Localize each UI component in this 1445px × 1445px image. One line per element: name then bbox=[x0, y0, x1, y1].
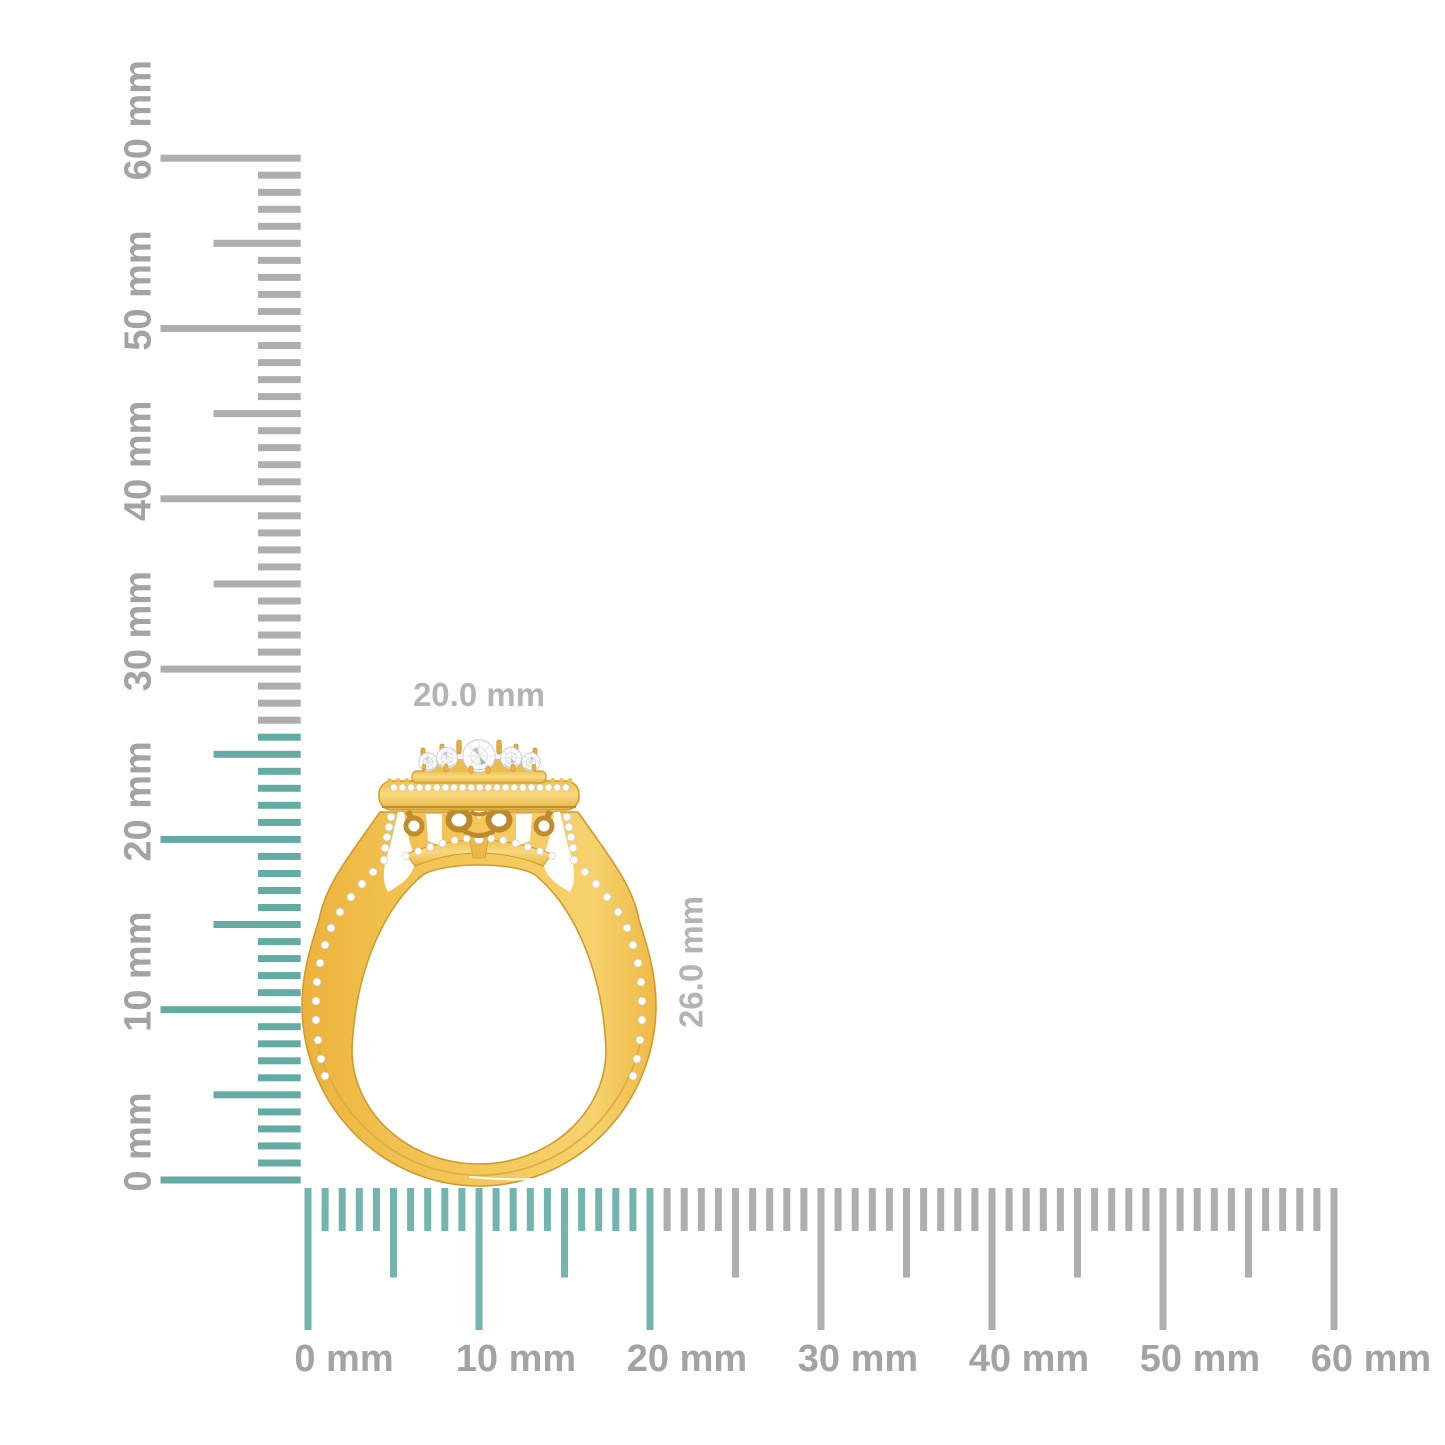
svg-text:20.0 mm: 20.0 mm bbox=[413, 676, 545, 713]
svg-text:50 mm: 50 mm bbox=[1140, 1338, 1260, 1380]
svg-text:20 mm: 20 mm bbox=[118, 741, 160, 861]
svg-text:0 mm: 0 mm bbox=[294, 1338, 393, 1380]
svg-text:10 mm: 10 mm bbox=[456, 1338, 576, 1380]
svg-text:30 mm: 30 mm bbox=[118, 571, 160, 691]
svg-text:60 mm: 60 mm bbox=[1311, 1338, 1431, 1380]
svg-text:40 mm: 40 mm bbox=[118, 401, 160, 521]
svg-text:10 mm: 10 mm bbox=[118, 911, 160, 1031]
svg-text:60 mm: 60 mm bbox=[118, 60, 160, 180]
svg-text:0 mm: 0 mm bbox=[118, 1092, 160, 1191]
svg-text:26.0 mm: 26.0 mm bbox=[673, 896, 710, 1028]
svg-text:20 mm: 20 mm bbox=[627, 1338, 747, 1380]
svg-text:30 mm: 30 mm bbox=[798, 1338, 918, 1380]
svg-text:40 mm: 40 mm bbox=[969, 1338, 1089, 1380]
svg-text:50 mm: 50 mm bbox=[118, 230, 160, 350]
